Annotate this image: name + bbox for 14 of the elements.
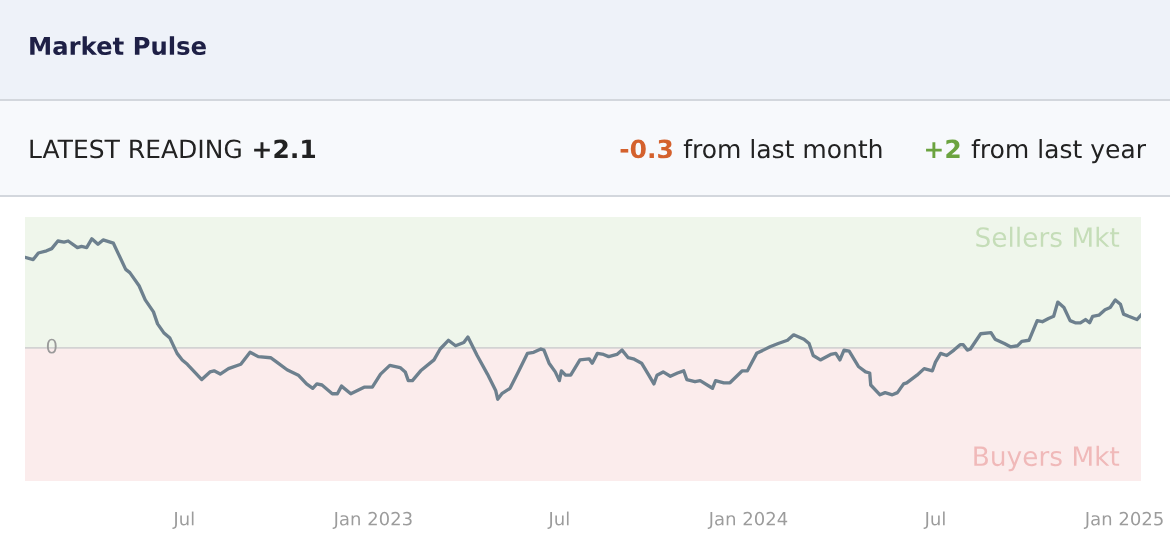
text: from last month [683,139,882,159]
ref-line-label: 0 [46,338,57,354]
text: +2.1 [254,139,316,158]
text: LATEST READING [30,139,241,159]
x-tick-label: Jul [923,511,945,529]
text: from last year [971,139,1146,164]
x-tick-label: Jul [547,511,569,529]
x-tick-label: Jan 2024 [707,511,788,529]
text: +2 [926,139,960,158]
chart-title: Market Pulse [30,36,206,56]
x-tick-label: Jul [172,511,194,529]
x-tick-label: Jan 2025 [1083,511,1163,529]
x-tick-label: Jan 2023 [332,511,412,529]
text: -0.3 [620,139,672,159]
